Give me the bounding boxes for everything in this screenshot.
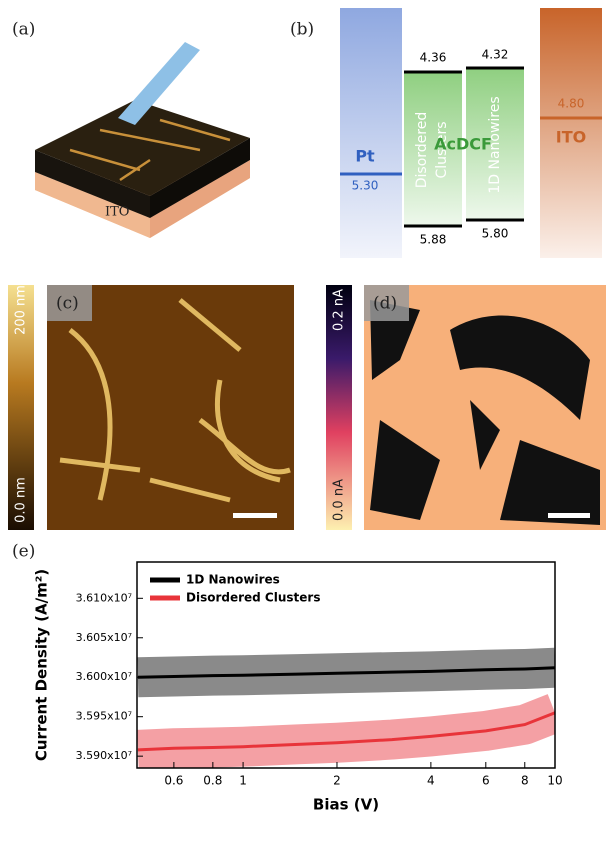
colorbar-label: 200 nm <box>14 285 29 335</box>
level-label: 4.32 <box>482 48 509 62</box>
level-label: 4.80 <box>558 97 585 111</box>
panel-label: (c) <box>56 294 79 314</box>
y-tick-label: 3.610x10⁷ <box>76 591 132 604</box>
x-tick-label: 2 <box>333 774 341 788</box>
x-tick-label: 6 <box>482 774 490 788</box>
x-axis-label: Bias (V) <box>313 796 379 814</box>
colorbar-label: 0.2 nA <box>332 289 347 331</box>
scale-bar <box>233 513 277 518</box>
chart: 3.590x10⁷ 3.595x10⁷ 3.600x10⁷ 3.605x10⁷ 3.61… <box>33 562 563 814</box>
x-tick-label: 1 <box>239 774 247 788</box>
figure: (a) ITO (b) Pt 5.30 4.36 5.88 4.32 5.80 … <box>0 0 606 842</box>
plot-area <box>138 668 555 750</box>
scale-bar <box>548 513 590 518</box>
panel-label: (d) <box>373 294 397 314</box>
panel-label: (b) <box>290 20 314 40</box>
x-tick-label: 10 <box>547 774 562 788</box>
level-label: 5.30 <box>352 179 379 193</box>
ito-label: ITO <box>556 128 586 147</box>
ito-label: ITO <box>105 205 129 220</box>
legend-label: 1D Nanowires <box>186 573 280 587</box>
y-axis-label: Current Density (A/m²) <box>33 569 51 761</box>
afm-topography <box>47 285 294 530</box>
x-tick-label: 4 <box>427 774 435 788</box>
legend-label: Disordered Clusters <box>186 591 320 605</box>
colorbar-label: 0.0 nm <box>14 477 29 523</box>
x-tick-label: 0.6 <box>164 774 183 788</box>
panel-label: (a) <box>12 20 35 40</box>
y-tick-label: 3.595x10⁷ <box>76 710 132 723</box>
colorbar-label: 0.0 nA <box>332 479 347 521</box>
pt-label: Pt <box>355 147 375 166</box>
level-label: 5.80 <box>482 227 509 241</box>
level-label: 5.88 <box>420 233 447 247</box>
y-tick-label: 3.600x10⁷ <box>76 670 132 683</box>
y-tick-label: 3.605x10⁷ <box>76 631 132 644</box>
x-tick-label: 0.8 <box>203 774 222 788</box>
material-label: AcDCF <box>434 135 492 154</box>
clusters-label: Disordered <box>414 112 430 189</box>
level-label: 4.36 <box>420 51 447 65</box>
pt-block <box>340 8 402 258</box>
x-tick-label: 8 <box>521 774 529 788</box>
y-tick-label: 3.590x10⁷ <box>76 749 132 762</box>
panel-label: (e) <box>12 542 35 562</box>
